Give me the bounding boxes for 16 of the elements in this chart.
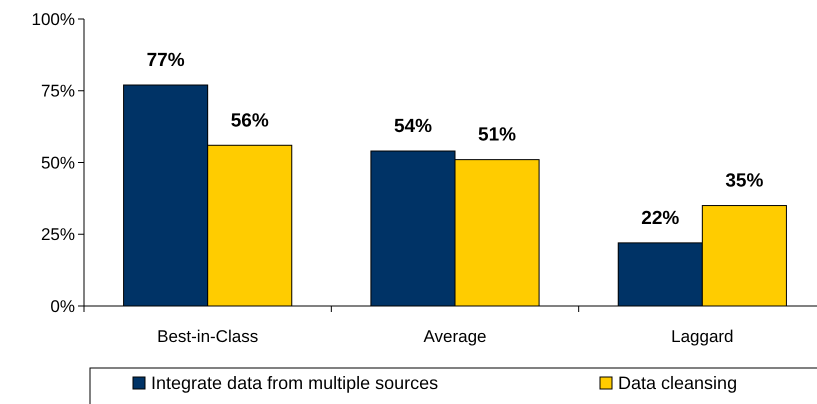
y-tick-label: 100% xyxy=(32,10,75,29)
y-tick-label: 75% xyxy=(40,82,75,101)
data-label: 22% xyxy=(641,208,680,229)
y-tick-label: 25% xyxy=(40,225,75,244)
legend-label: Data cleansing xyxy=(618,373,738,393)
x-tick-label: Average xyxy=(423,327,487,346)
y-tick-label: 0% xyxy=(50,296,75,316)
x-tick-label: Laggard xyxy=(671,327,734,346)
data-label: 54% xyxy=(394,116,432,138)
data-label: 77% xyxy=(146,50,185,72)
data-label: 51% xyxy=(478,124,516,146)
x-tick-label: Best-in-Class xyxy=(157,327,258,346)
y-tick-label: 50% xyxy=(40,153,75,172)
data-label: 56% xyxy=(230,110,269,132)
legend-label: Integrate data from multiple sources xyxy=(151,373,438,393)
data-label: 35% xyxy=(725,170,764,192)
